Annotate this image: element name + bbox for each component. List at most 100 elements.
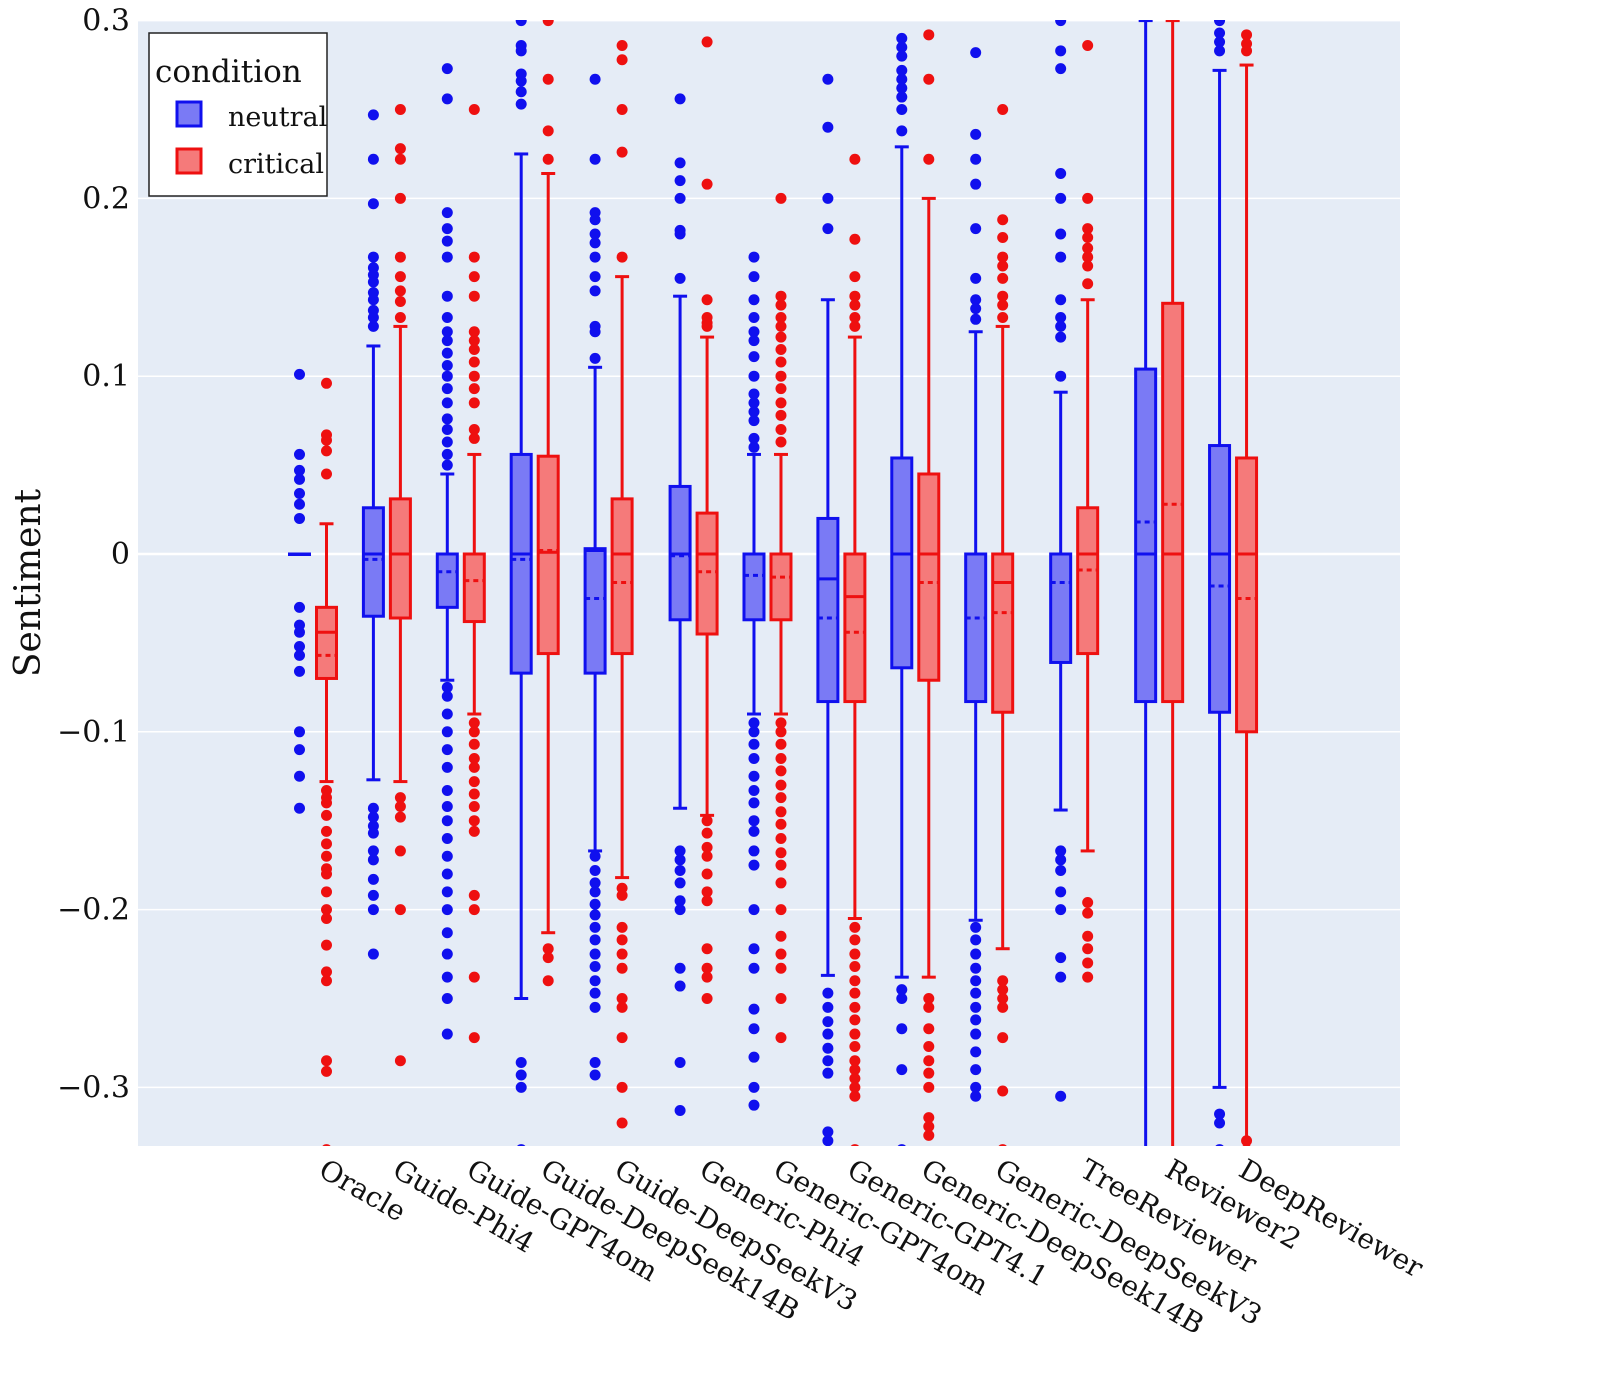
outlier-point — [748, 904, 760, 916]
iqr-box — [583, 547, 607, 675]
outlier-point — [616, 1117, 628, 1129]
outlier-point — [997, 1032, 1009, 1044]
box-critical — [843, 153, 867, 1146]
outlier-point — [997, 290, 1009, 302]
box-neutral — [890, 32, 914, 1146]
outlier-point — [748, 845, 760, 857]
outlier-point — [367, 294, 379, 306]
outlier-point — [674, 845, 686, 857]
outlier-point — [775, 331, 787, 343]
outlier-point — [674, 272, 686, 284]
outlier-point — [589, 214, 601, 226]
outlier-point — [441, 904, 453, 916]
outlier-point — [616, 1001, 628, 1013]
outlier-point — [822, 1001, 834, 1013]
outlier-point — [1055, 45, 1067, 57]
outlier-point — [294, 512, 305, 524]
outlier-point — [616, 39, 628, 51]
outlier-point — [294, 448, 305, 460]
outlier-point — [441, 335, 453, 347]
outlier-point — [321, 975, 332, 987]
outlier-point — [970, 975, 982, 987]
iqr-box — [388, 497, 412, 620]
outlier-point — [775, 792, 787, 804]
outlier-point — [589, 352, 601, 364]
y-tick-label: 0.3 — [82, 4, 130, 39]
plot-background — [138, 20, 1400, 1146]
category-group — [361, 104, 412, 1067]
outlier-point — [748, 797, 760, 809]
outlier-point — [923, 29, 935, 41]
y-tick-label: −0.2 — [57, 893, 130, 928]
outlier-point — [1055, 168, 1067, 180]
box-plot-area — [288, 20, 1259, 1146]
outlier-point — [775, 993, 787, 1004]
outlier-point — [441, 784, 453, 796]
outlier-point — [896, 104, 908, 115]
outlier-point — [441, 448, 453, 460]
outlier-point — [1082, 943, 1094, 955]
outlier-point — [748, 1051, 760, 1063]
iqr-box — [536, 454, 560, 656]
outlier-point — [468, 788, 480, 800]
outlier-point — [1055, 864, 1067, 876]
outlier-point — [441, 347, 453, 359]
outlier-point — [1055, 886, 1067, 898]
y-tick-label: −0.3 — [57, 1070, 130, 1105]
legend: condition neutral critical — [148, 32, 328, 197]
outlier-point — [1055, 192, 1067, 204]
outlier-point — [468, 370, 480, 382]
outlier-point — [542, 20, 554, 27]
outlier-point — [849, 271, 861, 283]
outlier-point — [441, 1028, 453, 1040]
outlier-point — [1055, 904, 1067, 916]
outlier-point — [468, 251, 480, 263]
box-neutral — [288, 368, 311, 814]
outlier-point — [589, 909, 601, 921]
outlier-point — [701, 36, 713, 48]
outlier-point — [542, 153, 554, 165]
outlier-point — [1214, 45, 1226, 57]
outlier-point — [321, 912, 332, 924]
outlier-point — [321, 868, 332, 880]
box-critical — [536, 20, 560, 987]
outlier-point — [589, 960, 601, 972]
outlier-point — [674, 157, 686, 169]
outlier-point — [822, 987, 834, 999]
outlier-point — [997, 214, 1009, 226]
outlier-point — [822, 1016, 834, 1028]
outlier-point — [748, 312, 760, 324]
iqr-box — [964, 552, 988, 704]
outlier-point — [674, 904, 686, 916]
outlier-point — [1215, 1144, 1224, 1146]
iqr-box — [509, 452, 533, 675]
outlier-point — [674, 93, 686, 105]
outlier-point — [468, 889, 480, 901]
outlier-point — [923, 1129, 935, 1141]
outlier-point — [674, 1105, 686, 1117]
outlier-point — [294, 770, 305, 782]
outlier-point — [923, 1081, 935, 1093]
outlier-point — [997, 993, 1009, 1004]
outlier-point — [394, 296, 406, 308]
outlier-point — [616, 1032, 628, 1044]
iqr-box — [1076, 506, 1100, 656]
outlier-point — [775, 859, 787, 871]
outlier-point — [970, 921, 982, 933]
outlier-point — [775, 930, 787, 942]
outlier-point — [775, 320, 787, 332]
outlier-point — [441, 761, 453, 773]
outlier-point — [1055, 845, 1067, 857]
outlier-point — [321, 434, 332, 446]
outlier-point — [394, 192, 406, 204]
y-axis-label: Sentiment — [8, 488, 49, 677]
outlier-point — [1214, 1108, 1226, 1120]
outlier-point — [321, 886, 332, 898]
outlier-point — [775, 290, 787, 302]
category-group — [816, 73, 867, 1146]
outlier-point — [441, 927, 453, 939]
outlier-point — [849, 1041, 861, 1053]
box-critical — [388, 104, 412, 1067]
outlier-point — [1242, 1144, 1251, 1146]
box-critical — [462, 104, 486, 1044]
